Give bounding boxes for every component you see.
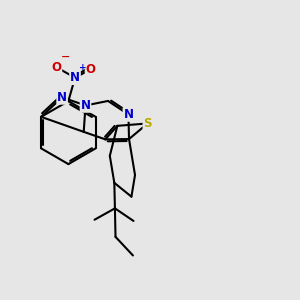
Text: N: N: [123, 108, 134, 121]
Text: −: −: [61, 52, 70, 62]
Text: +: +: [79, 63, 86, 72]
Text: O: O: [85, 63, 96, 76]
Text: N: N: [70, 71, 80, 84]
Text: O: O: [51, 61, 62, 74]
Text: N: N: [80, 99, 91, 112]
Text: S: S: [143, 117, 152, 130]
Text: N: N: [57, 91, 67, 104]
